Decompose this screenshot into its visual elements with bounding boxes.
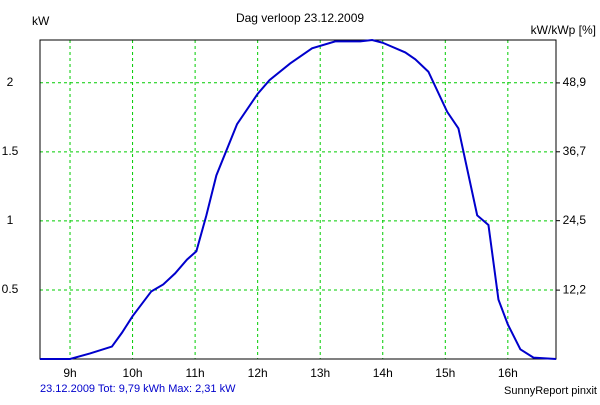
data-line — [40, 38, 557, 360]
y2-tick-label: 24,5 — [563, 213, 587, 227]
footer-info: 23.12.2009 Tot: 9,79 kWh Max: 2,31 kW — [40, 383, 236, 395]
y2-tick-label: 12,2 — [563, 282, 587, 296]
x-tick-label: 15h — [435, 366, 455, 380]
y-tick-label: 2 — [7, 75, 14, 89]
x-tick-label: 11h — [186, 366, 205, 380]
footer-credit: SunnyReport pinxit — [504, 385, 597, 397]
plot-frame — [39, 39, 557, 360]
y2-tick-label: 48,9 — [563, 75, 587, 89]
y-tick-label: 1 — [7, 213, 14, 227]
x-tick-label: 10h — [123, 366, 143, 380]
y-tick-label: 1.5 — [2, 144, 19, 158]
x-tick-label: 13h — [310, 366, 330, 380]
x-tick-label: 14h — [373, 366, 393, 380]
y-tick-label: 0.5 — [2, 282, 19, 296]
y2-axis-label: kW/kWp [%] — [531, 23, 596, 37]
y2-tick-label: 36,7 — [563, 144, 587, 158]
x-tick-label: 12h — [248, 366, 268, 380]
x-tick-label: 9h — [63, 366, 76, 380]
y-axis-label: kW — [32, 14, 50, 28]
chart-title: Dag verloop 23.12.2009 — [236, 11, 364, 25]
x-tick-label: 16h — [498, 366, 518, 380]
